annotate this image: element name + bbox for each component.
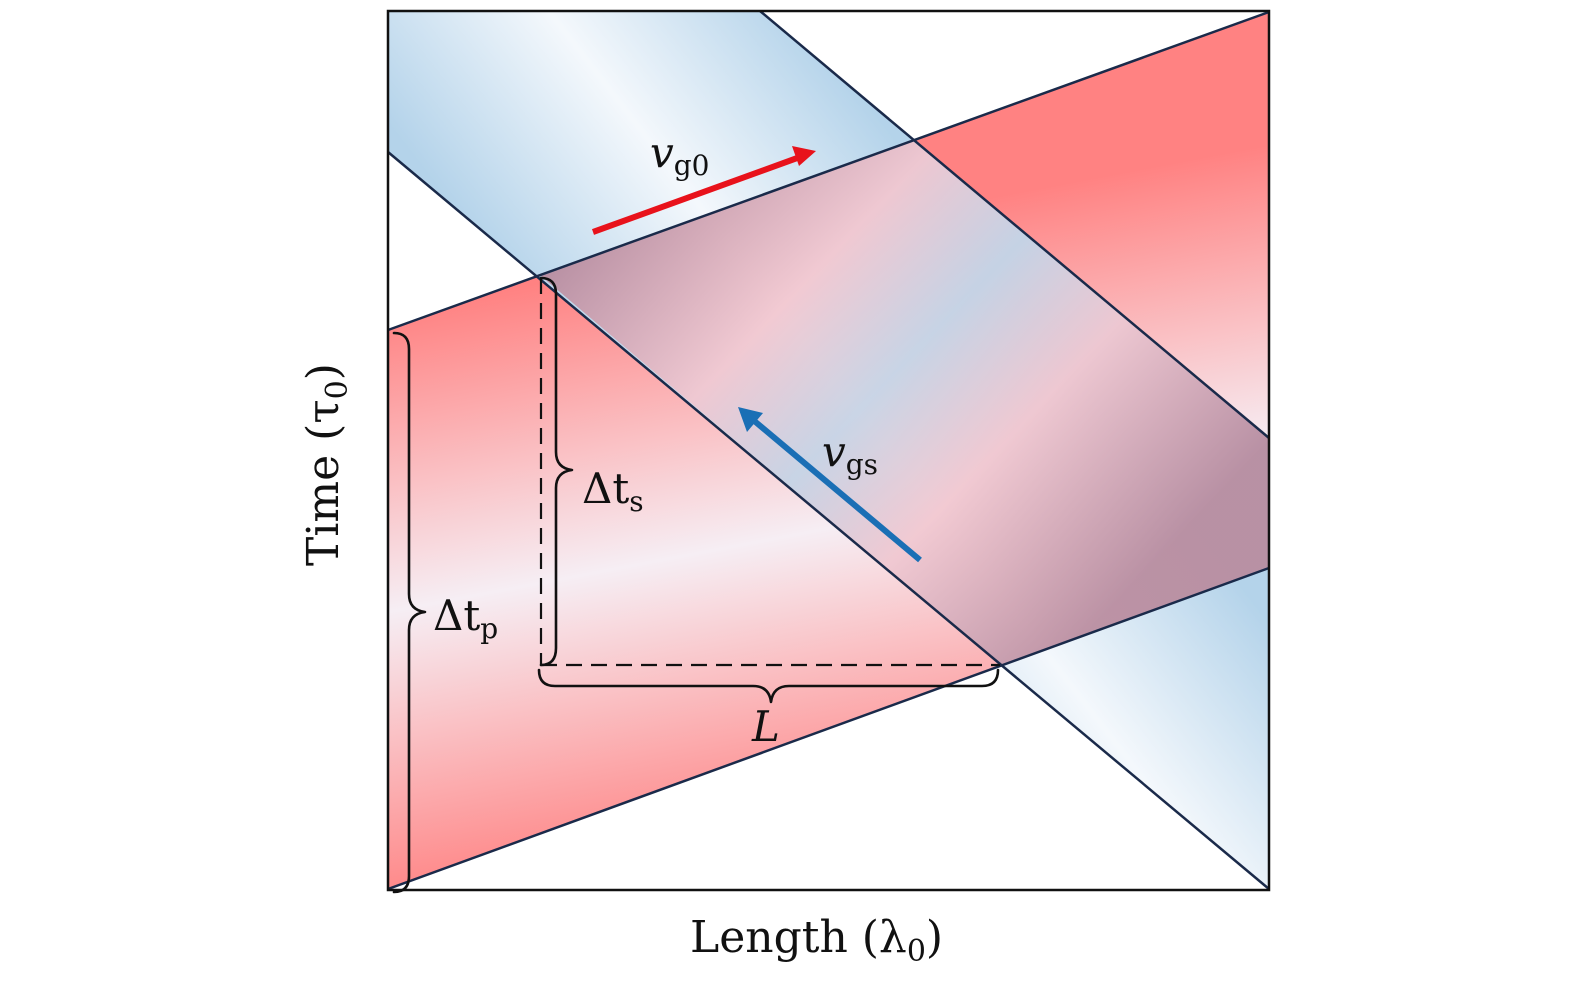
red-arrow (591, 154, 802, 235)
red-arrowhead (792, 146, 816, 166)
brace-dts (539, 276, 574, 667)
plot-frame (386, 9, 1271, 892)
label-vgs: vgs (822, 427, 878, 481)
brace-dtp (392, 331, 427, 894)
pump-lower-edge (387, 566, 1270, 891)
signal-upper-edge (759, 10, 1270, 439)
blue-arrow (750, 416, 922, 563)
y-axis-label: Time (τ0) (298, 363, 355, 566)
brace-L (537, 668, 1000, 704)
label-vg0: vg0 (650, 128, 709, 182)
label-L: L (751, 702, 780, 751)
x-axis-label: Length (λ0) (690, 912, 943, 969)
blue-arrowhead (738, 407, 763, 432)
label-dtp: Δtp (433, 591, 498, 645)
pump-upper-edge (387, 10, 1270, 332)
overlap-region (541, 141, 1269, 665)
label-dts: Δts (582, 464, 644, 518)
signal-lower-edge (387, 151, 1270, 890)
